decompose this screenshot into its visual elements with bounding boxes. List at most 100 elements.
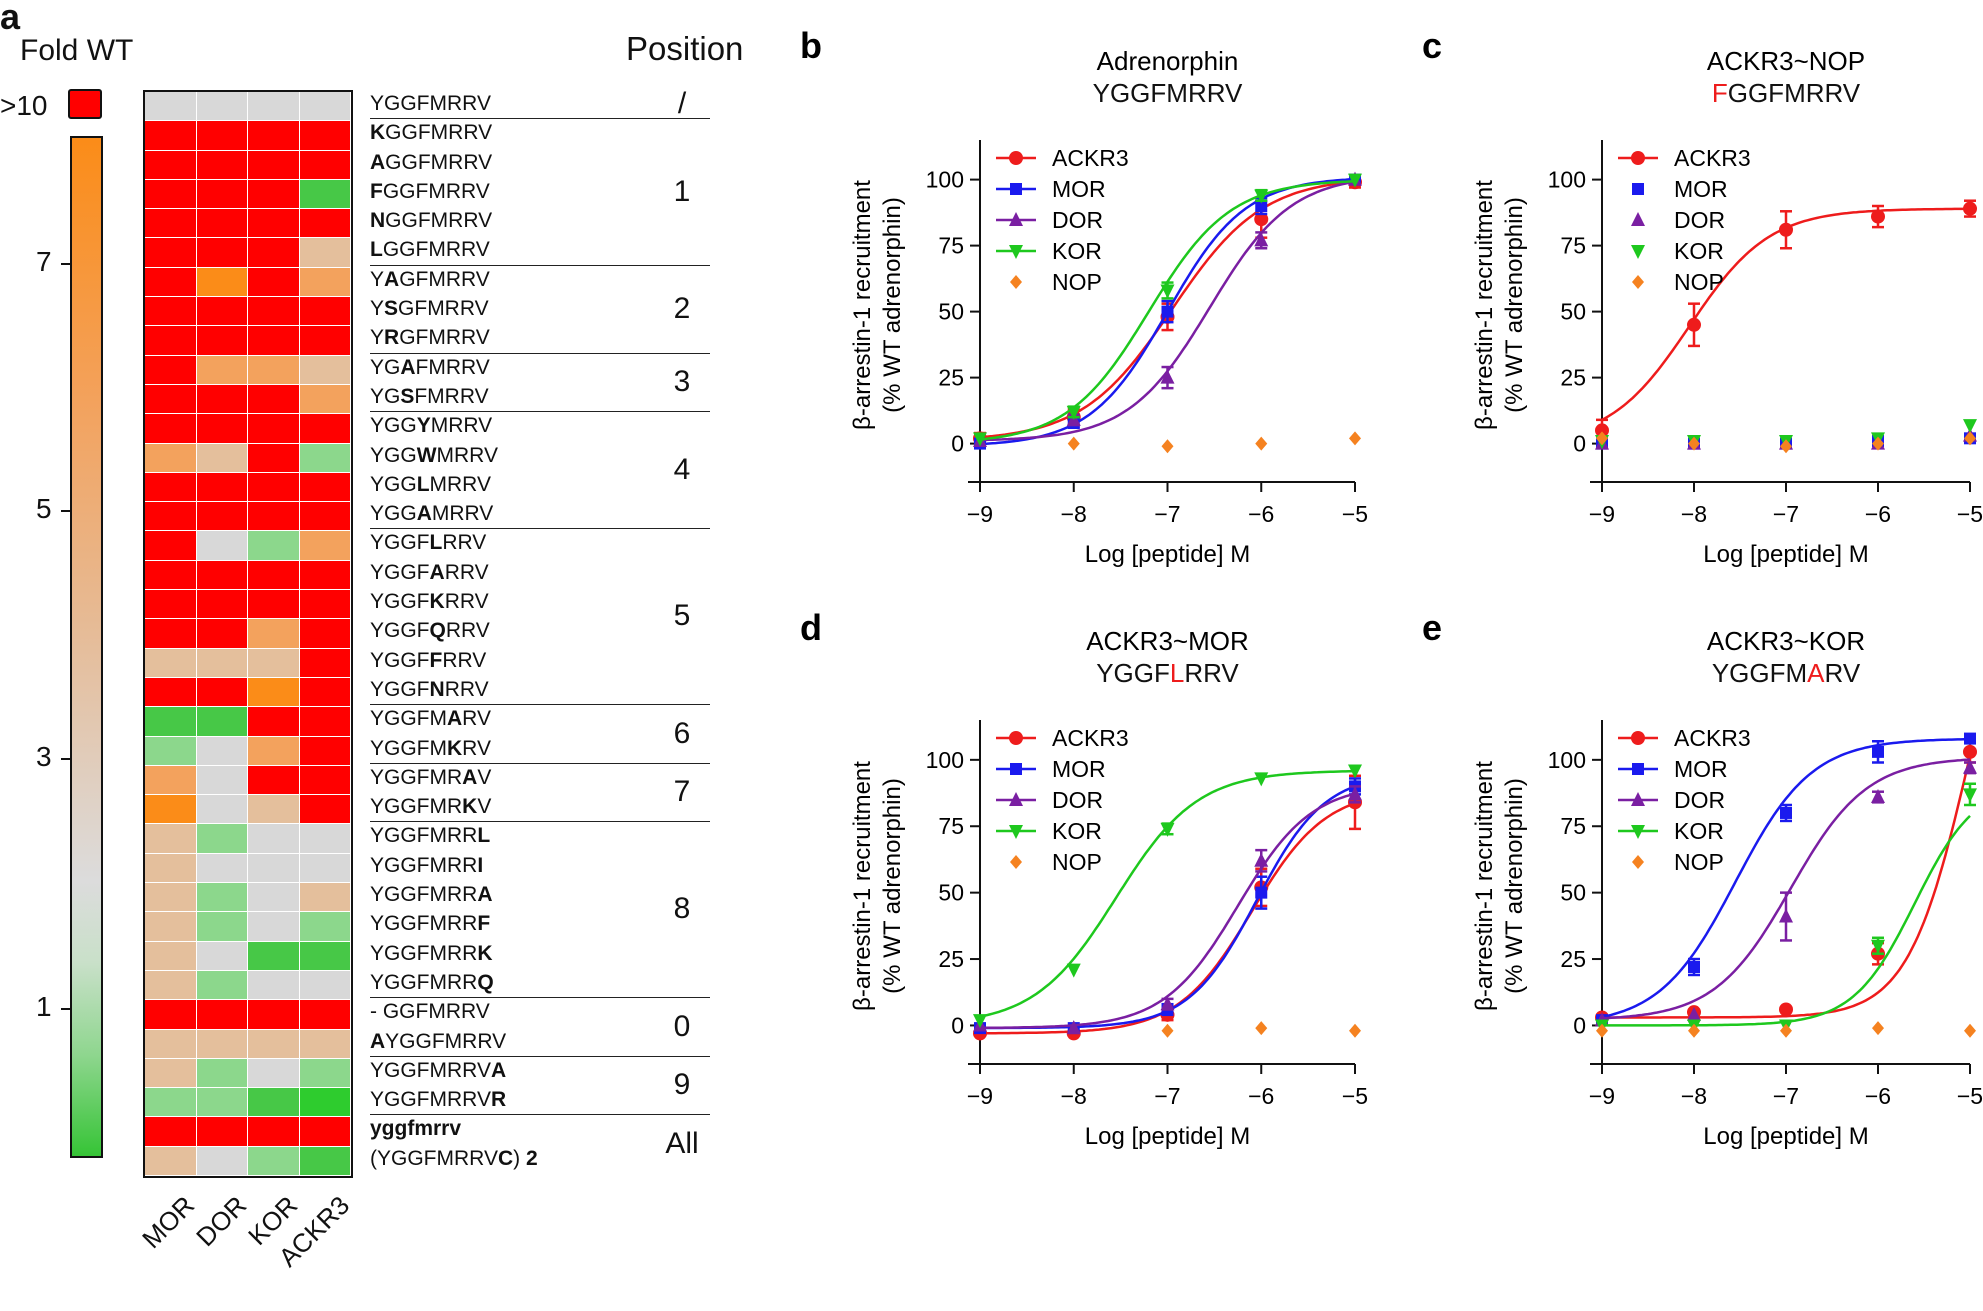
y-tick-label: 0	[951, 1012, 964, 1038]
heatmap-cell	[196, 238, 248, 268]
heatmap-cell	[248, 443, 300, 473]
sequence-label: YGGFMRRI	[370, 853, 484, 877]
heatmap-cell	[145, 150, 197, 180]
heatmap-cell	[196, 1117, 248, 1147]
data-point	[1780, 806, 1792, 819]
heatmap-cell	[145, 1058, 197, 1089]
heatmap-cell	[248, 853, 300, 884]
x-tick-label: −6	[1865, 1083, 1891, 1109]
legend-label: KOR	[1052, 818, 1102, 844]
heatmap-cell	[145, 1000, 197, 1030]
heatmap-cell	[299, 179, 351, 210]
series-kor	[973, 764, 1362, 1029]
legend-label: NOP	[1674, 849, 1724, 875]
heatmap-cell	[248, 1058, 300, 1089]
x-tick-label: −8	[1061, 1083, 1087, 1109]
y-tick-label: 50	[1560, 880, 1586, 906]
heatmap-cell	[196, 150, 248, 180]
data-point	[1963, 419, 1977, 434]
heatmap-cell	[196, 648, 248, 678]
chart-subtitle: YGGFMRRV	[1093, 78, 1243, 108]
y-axis-label-units: (% WT adrenorphin)	[879, 778, 906, 994]
scale-tick-label: 5	[36, 493, 52, 524]
heatmap-cell	[248, 384, 300, 415]
data-point	[1871, 209, 1885, 224]
heatmap-cell	[248, 1000, 300, 1030]
chart-title: ACKR3~KOR	[1707, 626, 1865, 656]
heatmap-cell	[248, 590, 300, 620]
data-point	[1160, 369, 1175, 384]
heatmap-cell	[248, 1088, 300, 1118]
data-point	[1160, 284, 1175, 299]
legend-label: NOP	[1052, 269, 1102, 295]
data-point	[1687, 1006, 1701, 1021]
y-tick-label: 100	[1548, 167, 1586, 193]
sequence-label: AYGGFMRRV	[370, 1029, 507, 1053]
sequence-label: YGGFMRRA	[370, 883, 493, 907]
data-point	[1255, 1021, 1268, 1036]
series-nop	[1596, 1021, 1976, 1038]
sequence-label: YGGFQRRV	[370, 619, 490, 643]
heatmap-cell	[248, 619, 300, 649]
heatmap-cell	[145, 941, 197, 971]
data-point	[1161, 1023, 1174, 1038]
position-label: All	[665, 1126, 699, 1160]
heatmap-cell	[145, 853, 197, 884]
heatmap-cell	[248, 970, 300, 1001]
sequence-label: YGGWMRRV	[370, 443, 498, 467]
heatmap-cell	[196, 883, 248, 913]
data-point	[1596, 1023, 1608, 1038]
heatmap-cell	[299, 297, 351, 327]
legend-label: KOR	[1674, 238, 1724, 264]
heatmap-cell	[299, 443, 351, 473]
heatmap-cell	[299, 824, 351, 854]
sequence-label: YGGFLRRV	[370, 531, 487, 555]
heatmap-cell	[196, 531, 248, 561]
position-header: Position	[626, 30, 744, 67]
data-point	[1631, 731, 1645, 745]
legend-label: DOR	[1674, 787, 1725, 813]
sequence-label: YGGFMRRL	[370, 824, 491, 848]
scale-tick-label: 7	[36, 246, 52, 277]
subtitle-part: YGGFM	[1712, 658, 1807, 688]
heatmap-cell	[299, 912, 351, 942]
heatmap-cell	[248, 326, 300, 356]
heatmap-cell	[145, 1088, 197, 1118]
y-tick-label: 75	[1560, 813, 1586, 839]
legend-label: KOR	[1052, 238, 1102, 264]
position-label: /	[677, 86, 687, 120]
heatmap-cell	[145, 1117, 197, 1147]
heatmap-cell	[248, 92, 300, 122]
heatmap-cell	[248, 560, 300, 591]
data-point	[1688, 1023, 1700, 1038]
heatmap-cell	[196, 765, 248, 796]
fit-curve	[979, 769, 1355, 1018]
group-divider	[370, 264, 710, 266]
data-point	[1688, 961, 1700, 974]
heatmap-cell	[248, 267, 300, 298]
data-point	[1963, 744, 1977, 759]
y-tick-label: 0	[1573, 431, 1586, 457]
data-point	[1596, 431, 1608, 446]
heatmap-cell	[145, 238, 197, 268]
series-kor	[1595, 782, 1977, 1034]
legend-label: DOR	[1674, 207, 1725, 233]
heatmap-cell	[145, 531, 197, 561]
heatmap-cell	[145, 970, 197, 1001]
sequence-label: YGGFMRRVA	[370, 1058, 507, 1082]
heatmap-cell	[196, 1000, 248, 1030]
chart-subtitle: FGGFMRRV	[1712, 78, 1861, 108]
data-point	[1160, 822, 1175, 837]
series-dor	[1595, 758, 1977, 1027]
legend-label: DOR	[1052, 787, 1103, 813]
series-mor	[974, 173, 1361, 450]
data-point	[1632, 855, 1644, 869]
data-point	[1631, 792, 1645, 806]
data-point	[1871, 939, 1885, 954]
heatmap-cell	[145, 677, 197, 708]
heatmap-cell	[248, 209, 300, 239]
legend-label: MOR	[1674, 176, 1728, 202]
data-point	[1010, 855, 1022, 869]
data-point	[1348, 786, 1362, 801]
